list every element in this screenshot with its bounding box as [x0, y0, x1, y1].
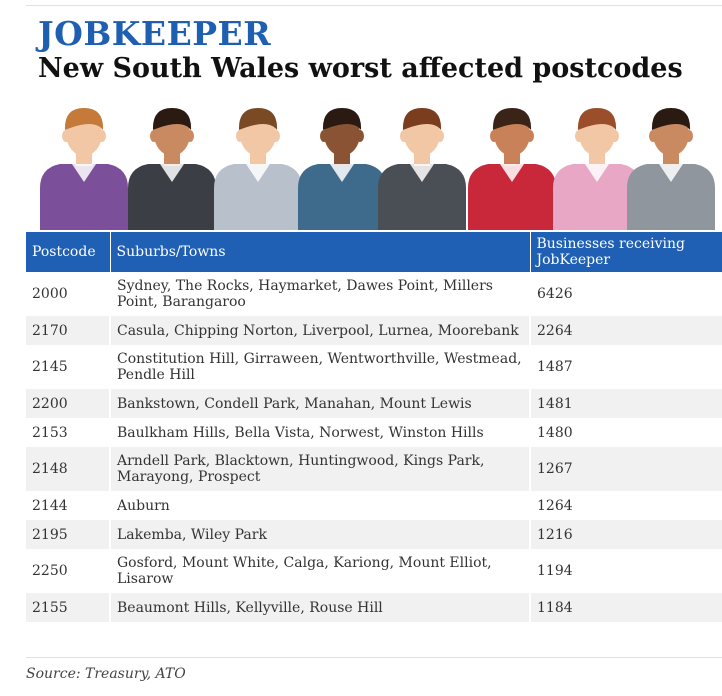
- table-row: 2250 Gosford, Mount White, Calga, Kariong…: [26, 549, 722, 593]
- postcode-cell: 2200: [26, 389, 110, 418]
- header-businesses: Businesses receiving JobKeeper: [529, 232, 722, 272]
- header-postcode: Postcode: [26, 232, 110, 272]
- postcode-cell: 2000: [32, 286, 68, 302]
- businesses-cell: 1267: [529, 447, 722, 491]
- table-header-row: Postcode Suburbs/Towns Businesses receiv…: [26, 232, 722, 272]
- businesses-cell: 1264: [529, 491, 722, 520]
- table-row: 2000 Sydney, The Rocks, Haymarket, Dawes …: [26, 272, 722, 316]
- postcode-cell: 2250: [32, 563, 68, 579]
- businesses-cell: 1487: [529, 345, 722, 389]
- table-row: 2155 Beaumont Hills, Kellyville, Rouse Hi…: [26, 593, 722, 622]
- source-note: Source: Treasury, ATO: [26, 666, 186, 682]
- businesses-cell: 1216: [529, 520, 722, 549]
- postcode-cell: 2155: [26, 593, 110, 622]
- person-purple-shirt-icon: [40, 108, 128, 230]
- person-red-shirt-icon: [468, 108, 556, 230]
- postcode-table: Postcode Suburbs/Towns Businesses receiv…: [26, 232, 722, 622]
- table-row: 2145 Constitution Hill, Girraween, Wentwo…: [26, 345, 722, 389]
- businesses-cell: 1194: [529, 549, 722, 593]
- table-row: 2153 Baulkham Hills, Bella Vista, Norwest…: [26, 418, 722, 447]
- postcode-cell: 2144: [32, 497, 68, 514]
- suburbs-cell: Bankstown, Condell Park, Manahan, Mount …: [109, 389, 530, 418]
- suburbs-cell: Baulkham Hills, Bella Vista, Norwest, Wi…: [109, 418, 530, 447]
- table-row: 2144 Auburn 1264: [26, 491, 722, 520]
- postcode-cell: 2153: [32, 424, 68, 441]
- postcode-cell: 2170: [26, 316, 110, 345]
- postcode-cell: 2148: [26, 447, 110, 491]
- person-blue-suit-woman-icon: [298, 108, 386, 230]
- top-rule: [26, 5, 722, 6]
- suburbs-cell: Sydney, The Rocks, Haymarket, Dawes Poin…: [109, 272, 530, 316]
- businesses-cell: 1480: [529, 418, 722, 447]
- table-row: 2200 Bankstown, Condell Park, Manahan, Mo…: [26, 389, 722, 418]
- table-row: 2148 Arndell Park, Blacktown, Huntingwood…: [26, 447, 722, 491]
- person-grey-suit-tie-icon: [378, 108, 466, 230]
- suburbs-cell: Casula, Chipping Norton, Liverpool, Lurn…: [109, 316, 530, 345]
- businesses-cell: 6426: [529, 272, 722, 316]
- kicker-label: JOBKEEPER: [38, 14, 272, 53]
- person-grey-jacket-woman-icon: [627, 108, 715, 230]
- header-suburbs: Suburbs/Towns: [109, 232, 530, 272]
- suburbs-cell: Auburn: [109, 491, 530, 520]
- suburbs-cell: Lakemba, Wiley Park: [109, 520, 530, 549]
- suburbs-cell: Beaumont Hills, Kellyville, Rouse Hill: [109, 593, 530, 622]
- postcode-cell: 2195: [26, 520, 110, 549]
- suburbs-cell: Arndell Park, Blacktown, Huntingwood, Ki…: [109, 447, 530, 491]
- chart-title: New South Wales worst affected postcodes: [38, 53, 683, 84]
- person-pink-shirt-glasses-icon: [553, 108, 641, 230]
- businesses-cell: 2264: [529, 316, 722, 345]
- suburbs-cell: Gosford, Mount White, Calga, Kariong, Mo…: [109, 549, 530, 593]
- footer-rule: [26, 657, 722, 658]
- suburbs-cell: Constitution Hill, Girraween, Wentworthv…: [109, 345, 530, 389]
- businesses-cell: 1184: [529, 593, 722, 622]
- person-grey-shirt-tie-icon: [214, 108, 302, 230]
- people-illustration: [40, 108, 715, 230]
- person-dark-suit-woman-icon: [128, 108, 216, 230]
- table-row: 2195 Lakemba, Wiley Park 1216: [26, 520, 722, 549]
- businesses-cell: 1481: [529, 389, 722, 418]
- postcode-cell: 2145: [32, 359, 68, 375]
- table-row: 2170 Casula, Chipping Norton, Liverpool, …: [26, 316, 722, 345]
